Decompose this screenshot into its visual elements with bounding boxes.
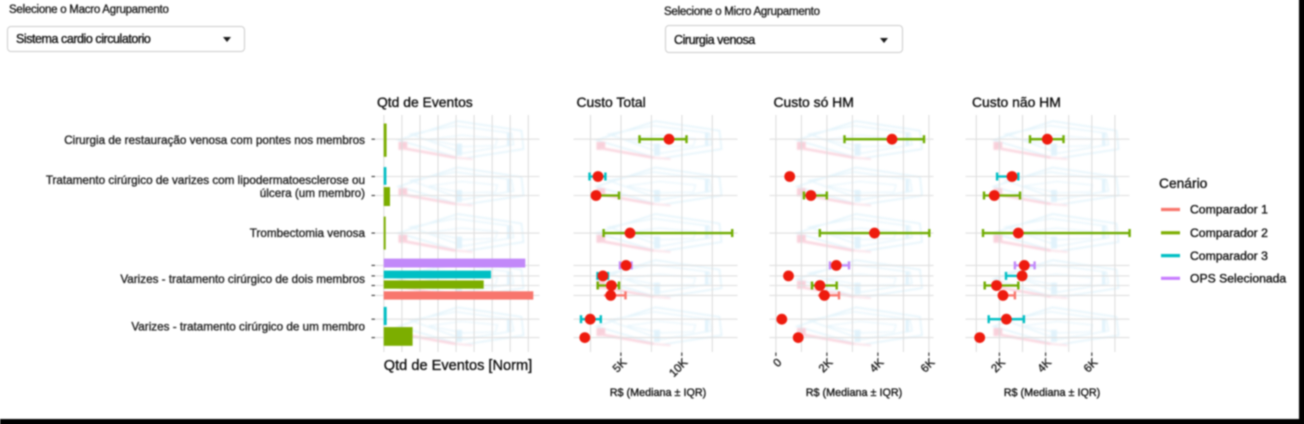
svg-text:Comparador 3: Comparador 3 xyxy=(1190,249,1268,263)
svg-text:Varizes - tratamento cirúrgico: Varizes - tratamento cirúrgico de um mem… xyxy=(131,320,365,333)
svg-text:úlcera (um membro): úlcera (um membro) xyxy=(260,187,365,200)
svg-text:0: 0 xyxy=(771,357,784,370)
svg-text:2K: 2K xyxy=(989,357,1008,376)
svg-text:R$ (Mediana ± IQR): R$ (Mediana ± IQR) xyxy=(806,387,903,399)
svg-text:Varizes - tratamento cirúrgico: Varizes - tratamento cirúrgico de dois m… xyxy=(120,273,365,286)
svg-text:5K: 5K xyxy=(611,357,630,376)
svg-text:6K: 6K xyxy=(919,357,938,376)
svg-text:R$ (Mediana ± IQR): R$ (Mediana ± IQR) xyxy=(610,387,707,399)
svg-text:Cirurgia de restauração venosa: Cirurgia de restauração venosa com ponte… xyxy=(64,134,365,147)
svg-text:Qtd de Eventos: Qtd de Eventos xyxy=(377,94,473,110)
svg-text:10K: 10K xyxy=(667,357,690,380)
svg-text:Comparador 2: Comparador 2 xyxy=(1190,226,1268,240)
svg-text:Custo não HM: Custo não HM xyxy=(972,94,1061,110)
svg-text:6K: 6K xyxy=(1082,357,1101,376)
svg-text:Trombectomia venosa: Trombectomia venosa xyxy=(250,227,366,240)
svg-text:Custo Total: Custo Total xyxy=(577,94,646,110)
svg-text:Qtd de Eventos [Norm]: Qtd de Eventos [Norm] xyxy=(384,358,532,374)
svg-text:2K: 2K xyxy=(817,357,836,376)
svg-text:Custo só HM: Custo só HM xyxy=(774,94,854,110)
svg-text:OPS Selecionada: OPS Selecionada xyxy=(1190,272,1286,286)
svg-text:4K: 4K xyxy=(1036,357,1055,376)
svg-text:Comparador 1: Comparador 1 xyxy=(1190,203,1268,217)
svg-text:Cenário: Cenário xyxy=(1159,176,1208,191)
svg-text:R$ (Mediana ± IQR): R$ (Mediana ± IQR) xyxy=(1004,387,1101,399)
svg-text:4K: 4K xyxy=(868,357,887,376)
svg-text:Tratamento cirúrgico de varize: Tratamento cirúrgico de varizes com lipo… xyxy=(46,174,365,187)
